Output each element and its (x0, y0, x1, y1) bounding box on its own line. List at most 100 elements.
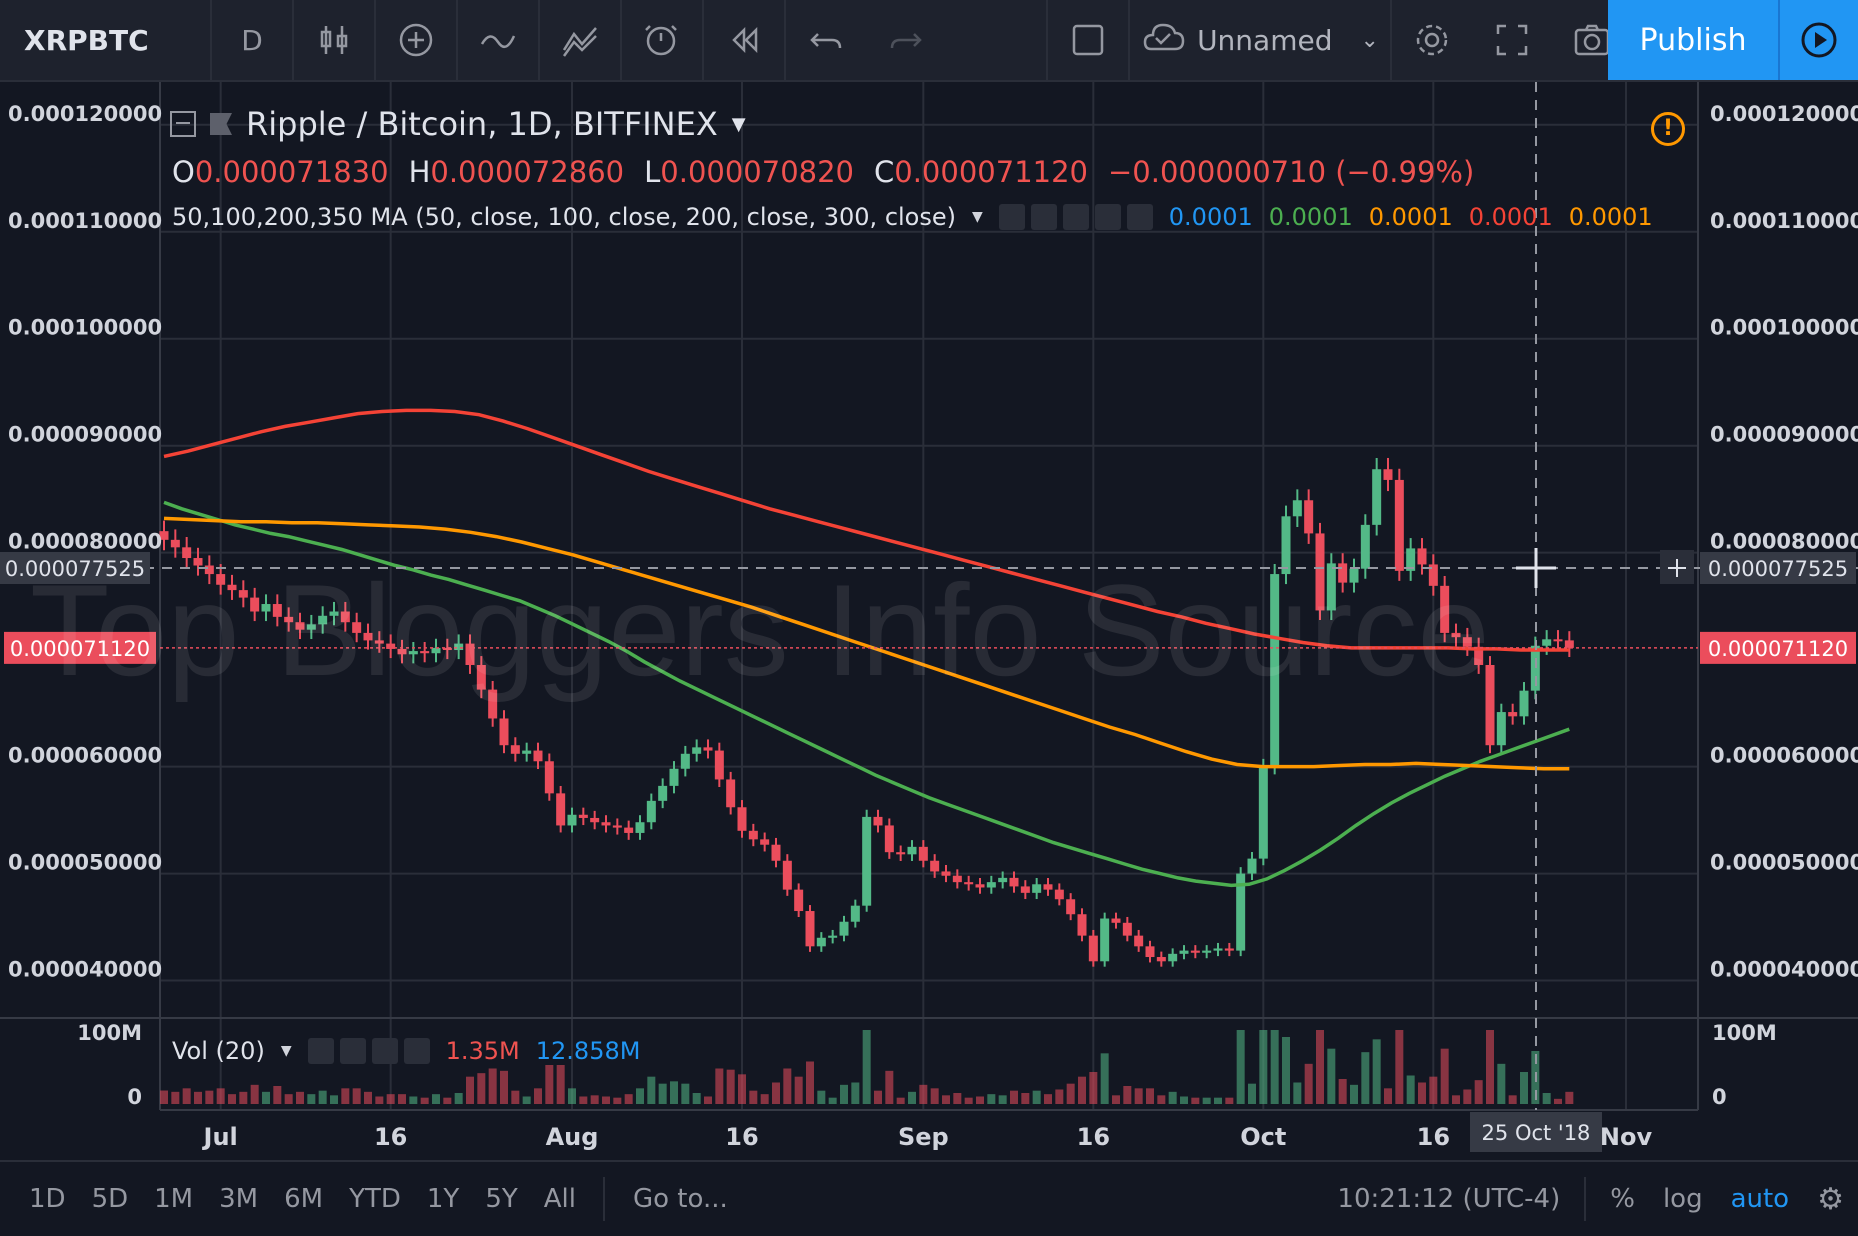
chart-legend: Ripple / Bitcoin, 1D, BITFINEX ▼ (170, 105, 746, 143)
volume-bar (1168, 1091, 1177, 1104)
candle-body (816, 937, 826, 947)
range-button-6m[interactable]: 6M (284, 1184, 324, 1214)
candle-body (476, 664, 486, 690)
vol-tick-label: 100M (77, 1021, 142, 1045)
volume-bar (862, 1030, 871, 1104)
range-button-1m[interactable]: 1M (154, 1184, 194, 1214)
high-key: H (408, 155, 431, 189)
compare-add-icon[interactable] (376, 0, 456, 80)
candle-body (1270, 574, 1280, 767)
vol-label[interactable]: Vol (20) (172, 1037, 265, 1065)
y-tick-label: 0.000120000 (8, 102, 162, 126)
caret-down-icon[interactable]: ▼ (972, 209, 983, 225)
fullscreen-box-icon[interactable] (1048, 0, 1128, 80)
volume-bar (375, 1096, 384, 1104)
y-tick-label: 0.000040000 (1710, 958, 1858, 982)
volume-bar (953, 1093, 962, 1104)
price-chart[interactable]: 0.000120000 0.000110000 0.000100000 0.00009… (0, 82, 1858, 1160)
flag-icon[interactable] (210, 113, 232, 135)
candle-body (522, 750, 532, 754)
layout-save-button[interactable]: Unnamed ⌄ (1130, 0, 1390, 80)
volume-bar (1384, 1088, 1392, 1104)
candle-body (431, 647, 441, 654)
x-tick-label: 16 (1077, 1123, 1110, 1151)
settings-gear-icon[interactable]: ⚙ (1817, 1181, 1844, 1217)
candle-body (952, 875, 962, 883)
toolbar-divider (374, 0, 376, 80)
candle-body (941, 871, 951, 876)
volume-bar (182, 1088, 191, 1104)
y-axis-right: 0.000120000 0.000110000 0.000100000 0.00009… (1710, 102, 1858, 1109)
publish-button[interactable]: Publish (1608, 0, 1778, 80)
volume-legend: Vol (20) ▼ 1.35M 12.858M (172, 1037, 640, 1065)
caret-down-icon[interactable]: ▼ (280, 1043, 292, 1059)
volume-bar (477, 1073, 486, 1104)
range-button-1y[interactable]: 1Y (426, 1184, 460, 1214)
interval-button[interactable]: D (241, 23, 263, 57)
volume-bar (409, 1096, 418, 1104)
y-axis-left: 0.000120000 0.000110000 0.000100000 0.00009… (8, 102, 162, 1109)
ma-label[interactable]: 50,100,200,350 MA (50, close, 100, close… (172, 203, 956, 231)
range-button-5y[interactable]: 5Y (485, 1184, 518, 1214)
symbol-search[interactable]: XRPBTC (24, 23, 149, 57)
candle-body (975, 884, 985, 888)
range-button-all[interactable]: All (543, 1184, 576, 1214)
play-circle-icon[interactable] (1778, 0, 1858, 80)
volume-bar (1055, 1089, 1064, 1104)
candle-body (658, 785, 668, 801)
volume-bar (466, 1076, 474, 1104)
watermark: Top Bloggers Info Source (30, 557, 1490, 703)
x-axis: Jul 16 Aug 16 Sep 16 Oct 16 Nov (202, 1123, 1653, 1151)
volume-bar (1304, 1063, 1313, 1104)
candle-body (1111, 918, 1121, 923)
volume-bar (352, 1088, 361, 1104)
warning-icon[interactable]: ! (1651, 112, 1685, 146)
range-button-5d[interactable]: 5D (91, 1184, 129, 1214)
volume-bar (1112, 1095, 1120, 1104)
vol-tick-label: 0 (127, 1085, 142, 1109)
candle-body (272, 604, 282, 617)
volume-bar (692, 1093, 701, 1104)
indicators-icon[interactable] (458, 0, 538, 80)
volume-bar (1236, 1030, 1245, 1104)
toolbar-divider (1128, 0, 1130, 80)
range-button-1d[interactable]: 1D (29, 1184, 66, 1214)
x-tick-label: Jul (202, 1123, 238, 1151)
candle-body (182, 547, 192, 559)
collapse-icon[interactable] (170, 111, 196, 137)
clock-time[interactable]: 10:21:12 (UTC-4) (1337, 1184, 1561, 1214)
alert-clock-icon[interactable] (622, 0, 702, 80)
goto-button[interactable]: Go to... (632, 1184, 728, 1214)
fullscreen-icon[interactable] (1472, 0, 1552, 80)
chart-overlay: 0.000071120 0.000071120 0.000077525 0.00007… (0, 82, 1858, 1152)
candle-body (1428, 564, 1438, 586)
redo-icon[interactable] (866, 0, 946, 80)
layout-name: Unnamed (1197, 23, 1333, 57)
auto-toggle[interactable]: auto (1730, 1184, 1790, 1214)
templates-icon[interactable] (540, 0, 620, 80)
undo-icon[interactable] (786, 0, 866, 80)
range-button-3m[interactable]: 3M (219, 1184, 259, 1214)
ma-controls[interactable] (998, 204, 1153, 230)
candle-body (1564, 640, 1574, 648)
vol-controls[interactable] (307, 1038, 430, 1064)
log-toggle[interactable]: log (1662, 1184, 1703, 1214)
symbol-title[interactable]: Ripple / Bitcoin, 1D, BITFINEX (246, 105, 718, 143)
chart-style-icon[interactable] (294, 0, 374, 80)
volume-bar (250, 1084, 259, 1104)
caret-down-icon[interactable]: ▼ (731, 113, 746, 135)
ma-value-2: 0.0001 (1368, 203, 1453, 231)
percent-toggle[interactable]: % (1610, 1184, 1635, 1214)
volume-bar (908, 1091, 916, 1104)
volume-bar (386, 1094, 395, 1104)
y-tick-label: 0.000040000 (8, 958, 162, 982)
settings-gear-icon[interactable] (1392, 0, 1472, 80)
volume-bar (964, 1097, 973, 1104)
candle-body (1066, 899, 1076, 915)
candle-body (374, 640, 384, 644)
candle-body (510, 745, 520, 754)
range-button-ytd[interactable]: YTD (349, 1184, 401, 1214)
replay-icon[interactable] (704, 0, 784, 80)
volume-bar (681, 1083, 690, 1104)
volume-bar (1395, 1030, 1404, 1104)
